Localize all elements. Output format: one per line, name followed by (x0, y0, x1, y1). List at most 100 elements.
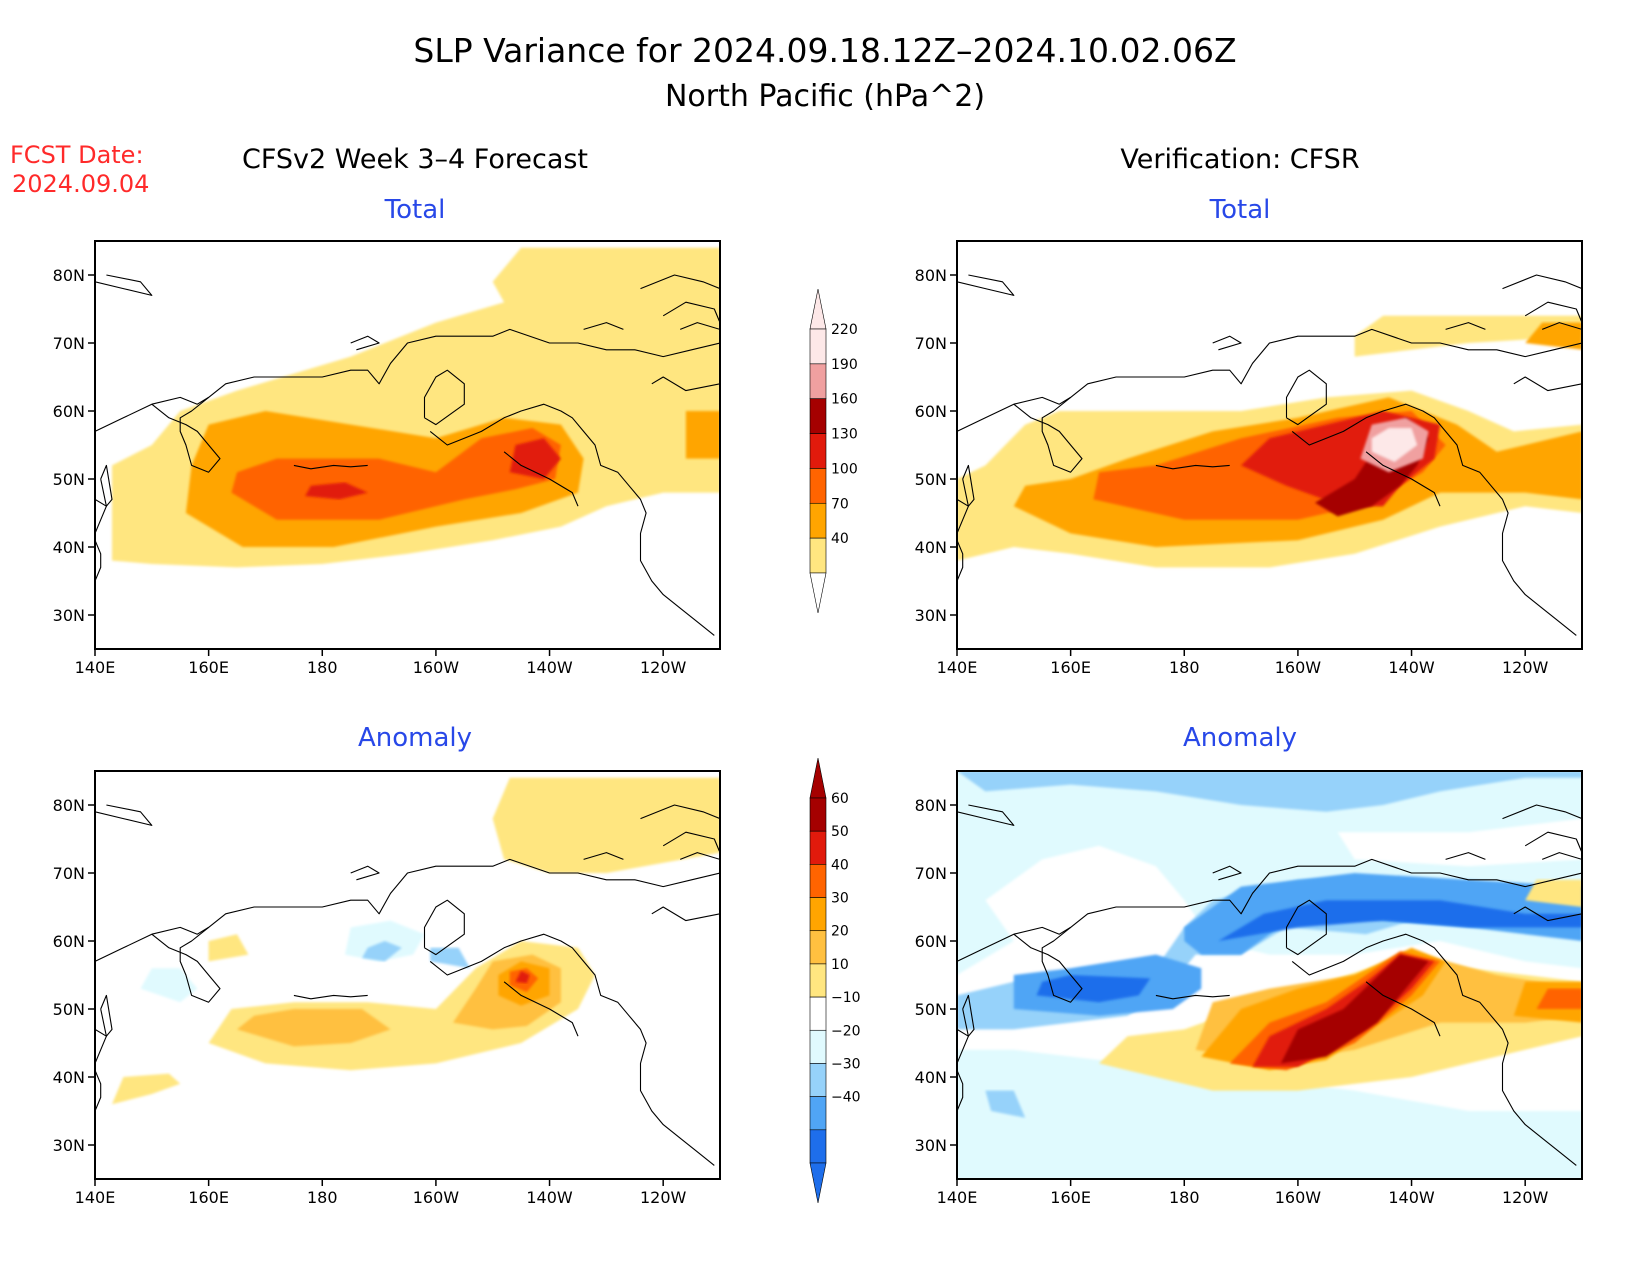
coastline-segment (651, 906, 720, 922)
lon-tick-label: 180 (1169, 658, 1200, 677)
colorbar-label: 30 (831, 891, 849, 907)
colorbar-label: 190 (831, 357, 858, 373)
coastline-segment (1365, 981, 1441, 1037)
lat-tick-label: 40N (915, 538, 947, 557)
colorbar-label: −40 (831, 1090, 861, 1106)
coastline-segment (957, 804, 1015, 826)
colorbar-label: 10 (831, 957, 849, 973)
coastline-segment (651, 376, 720, 392)
lat-axis: 80N 70N 60N 50N 40N 30N (915, 796, 957, 1155)
lat-tick-label: 80N (915, 266, 947, 285)
contour-region (208, 934, 249, 962)
figure-title-line2: North Pacific (hPa^2) (665, 79, 985, 114)
contour-region (237, 1009, 391, 1047)
map-panel-fcst-total: 80N 70N 60N 50N 40N 30N 140E 160E 180 160W 140W 12… (53, 240, 721, 677)
coastline-segment (640, 804, 720, 820)
coastline-segment (100, 464, 113, 507)
coastline (957, 274, 1582, 636)
forecast-date-label: FCST Date: (10, 141, 144, 169)
coastline-segment (1013, 396, 1083, 473)
contour-region (1337, 818, 1582, 867)
colorbar-swatch (809, 1063, 827, 1097)
coastline-segment (429, 403, 715, 636)
lat-tick-label: 30N (915, 1136, 947, 1155)
coastline-segment (1155, 464, 1230, 470)
lon-tick-label: 180 (1169, 1188, 1200, 1207)
colorbar-swatch (809, 1129, 827, 1164)
contour-region (1525, 879, 1582, 907)
lon-tick-label: 160W (413, 658, 460, 677)
lon-tick-label: 160E (1050, 1188, 1091, 1207)
panel-title-fcst-anomaly: Anomaly (358, 723, 472, 753)
lat-tick-label: 70N (53, 334, 85, 353)
coastline-segment (1365, 451, 1441, 507)
coastline-segment (1285, 369, 1327, 426)
contour-region (1036, 975, 1151, 1003)
colorbar-swatch (809, 468, 827, 504)
lon-tick-label: 120W (640, 658, 687, 677)
coastline-segment (957, 858, 1582, 962)
lat-tick-label: 40N (53, 1068, 85, 1087)
lon-tick-label: 140E (937, 658, 978, 677)
lat-tick-label: 70N (915, 864, 947, 883)
lat-tick-label: 30N (53, 1136, 85, 1155)
coastline-segment (1285, 899, 1327, 956)
lat-tick-label: 30N (53, 606, 85, 625)
panel-title-obs-anomaly: Anomaly (1183, 723, 1297, 753)
contour-region (1525, 322, 1582, 350)
coastline-segment (1524, 831, 1582, 853)
coastline-segment (1445, 852, 1486, 860)
coastline-segment (503, 451, 579, 507)
contour-fill (957, 241, 1582, 649)
lon-tick-label: 140W (1388, 1188, 1435, 1207)
colorbar-swatch (809, 502, 827, 539)
lon-tick-label: 140W (526, 658, 573, 677)
lon-axis: 140E 160E 180 160W 140W 120W (937, 1179, 1549, 1207)
colorbar-swatch (809, 830, 827, 865)
coastline-segment (95, 328, 720, 432)
contour-fill (957, 771, 1582, 1179)
colorbar-swatch (809, 537, 827, 574)
coastline-segment (100, 994, 113, 1037)
colorbar-label: 160 (831, 392, 858, 408)
lat-axis: 80N 70N 60N 50N 40N 30N (53, 796, 95, 1155)
lon-axis: 140E 160E 180 160W 140W 120W (75, 1179, 687, 1207)
coastline (95, 804, 720, 1166)
lat-tick-label: 50N (915, 470, 947, 489)
coastline-segment (1013, 926, 1083, 1003)
map-frame (94, 770, 721, 1180)
panel-title-fcst-total: Total (384, 195, 446, 225)
map-panel-obs-anomaly: 80N 70N 60N 50N 40N 30N 140E 160E 180 160W 140W 12… (915, 770, 1583, 1207)
lon-tick-label: 140W (1388, 658, 1435, 677)
contour-fill (95, 771, 720, 1179)
lat-axis: 80N 70N 60N 50N 40N 30N (915, 266, 957, 625)
contour-region (1280, 954, 1429, 1064)
lat-tick-label: 60N (53, 402, 85, 421)
coastline-segment (962, 994, 975, 1037)
lat-tick-label: 70N (53, 864, 85, 883)
coastline-segment (957, 328, 1582, 432)
coastline-segment (95, 539, 102, 582)
forecast-date-value: 2024.09.04 (12, 170, 149, 198)
coastline-segment (1513, 906, 1582, 922)
contour-region (362, 941, 402, 962)
coastline-segment (151, 396, 221, 473)
colorbar-top-arrow (809, 757, 827, 799)
colorbar-label: 40 (831, 857, 849, 873)
coastline-segment (1291, 403, 1577, 636)
lon-axis: 140E 160E 180 160W 140W 120W (937, 649, 1549, 677)
lon-tick-label: 140E (75, 1188, 116, 1207)
coastline-segment (1212, 865, 1242, 881)
lon-tick-label: 140E (937, 1188, 978, 1207)
colorbar-swatch (809, 1029, 827, 1064)
colorbar-swatch (809, 996, 827, 1031)
colorbar-label: 40 (831, 531, 849, 547)
lat-tick-label: 30N (915, 606, 947, 625)
colorbar-swatch (809, 328, 827, 365)
contour-region (345, 920, 425, 962)
coastline-segment (95, 1069, 102, 1112)
map-panel-fcst-anomaly: 80N 70N 60N 50N 40N 30N 140E 160E 180 160W 140W 12… (53, 770, 721, 1207)
colorbar-swatch (809, 930, 827, 965)
lat-tick-label: 50N (53, 470, 85, 489)
